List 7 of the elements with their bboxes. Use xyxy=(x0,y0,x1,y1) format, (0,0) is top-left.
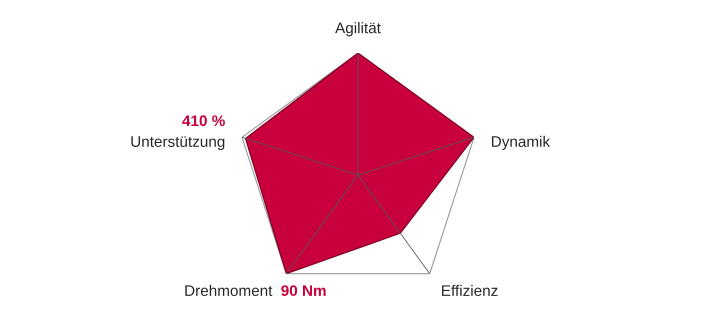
text: 410 % xyxy=(182,115,225,126)
spoke-label: Unterstützung xyxy=(131,136,224,150)
spoke-label: Agilität xyxy=(335,22,381,36)
spoke-label: Dynamik xyxy=(492,136,550,150)
spoke-label: Effizienz xyxy=(442,284,498,296)
spoke-label: Drehmoment xyxy=(185,284,272,296)
text: 90 Nm xyxy=(281,285,326,296)
